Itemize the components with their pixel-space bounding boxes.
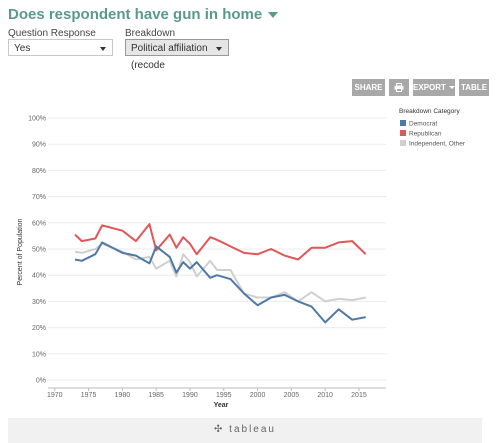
- x-tick-label: 1995: [216, 392, 232, 399]
- y-tick-label: 60%: [32, 220, 46, 227]
- export-button[interactable]: EXPORT: [413, 79, 455, 96]
- y-tick-label: 100%: [28, 116, 46, 123]
- chevron-down-icon: [448, 86, 455, 90]
- y-tick-label: 90%: [32, 142, 46, 149]
- question-response-value: Yes: [14, 43, 31, 54]
- line-chart[interactable]: 0%10%20%30%40%50%60%70%80%90%100% 1970 19…: [0, 0, 497, 415]
- page-title[interactable]: Does respondent have gun in home: [8, 6, 279, 23]
- x-axis: 1970 1975 1980 1985 1990 1995 2000 2005 2010 2015: [47, 388, 367, 399]
- legend-item[interactable]: Independent, Other: [400, 140, 466, 148]
- x-tick-label: 2010: [317, 392, 333, 399]
- tableau-brand-text: tableau: [229, 424, 276, 435]
- y-tick-label: 30%: [32, 299, 46, 306]
- x-tick-label: 1970: [47, 392, 63, 399]
- share-button[interactable]: SHARE: [352, 79, 385, 96]
- y-tick-label: 50%: [32, 247, 46, 254]
- x-tick-label: 1990: [182, 392, 198, 399]
- y-axis-label: Percent of Population: [17, 218, 24, 285]
- legend-swatch: [400, 140, 406, 146]
- series-line-independent-other[interactable]: [74, 242, 366, 303]
- x-tick-label: 2015: [351, 392, 367, 399]
- y-tick-label: 10%: [32, 351, 46, 358]
- legend-item[interactable]: Republican: [400, 130, 442, 138]
- chevron-down-icon: [216, 47, 222, 51]
- export-label: EXPORT: [413, 83, 446, 92]
- breakdown-label: Breakdown: [125, 28, 176, 39]
- x-tick-label: 2005: [284, 392, 300, 399]
- table-button[interactable]: TABLE: [459, 79, 489, 96]
- footer-bar: ✣ tableau: [8, 418, 482, 443]
- legend-title: Breakdown Category: [399, 108, 460, 115]
- legend-item[interactable]: Democrat: [400, 120, 437, 128]
- tableau-logo-icon: ✣: [214, 424, 225, 435]
- x-axis-label: Year: [214, 402, 229, 409]
- legend-label: Independent, Other: [409, 141, 466, 148]
- x-tick-label: 2000: [250, 392, 266, 399]
- question-response-select[interactable]: Yes: [8, 39, 113, 56]
- y-tick-label: 70%: [32, 194, 46, 201]
- legend-swatch: [400, 130, 406, 136]
- chevron-down-icon: [100, 47, 106, 51]
- x-tick-label: 1985: [148, 392, 164, 399]
- y-tick-label: 0%: [36, 378, 46, 385]
- caret-down-icon[interactable]: [268, 12, 279, 19]
- question-response-label: Question Response: [8, 28, 96, 39]
- series-line-democrat[interactable]: [74, 241, 366, 324]
- x-tick-label: 1980: [115, 392, 131, 399]
- y-tick-label: 40%: [32, 273, 46, 280]
- legend-label: Democrat: [409, 121, 437, 128]
- series-line-republican[interactable]: [74, 223, 367, 261]
- chart-legend[interactable]: Breakdown Category Democrat Republican Ind…: [399, 108, 466, 148]
- breakdown-value: Political affiliation (recode: [131, 43, 208, 71]
- y-tick-label: 20%: [32, 325, 46, 332]
- x-tick-label: 1975: [81, 392, 97, 399]
- y-tick-label: 80%: [32, 168, 46, 175]
- legend-swatch: [400, 120, 406, 126]
- breakdown-select[interactable]: Political affiliation (recode: [125, 39, 229, 71]
- tableau-logo[interactable]: ✣ tableau: [8, 424, 482, 435]
- legend-label: Republican: [409, 131, 442, 138]
- print-button[interactable]: [389, 79, 409, 96]
- y-axis: 0% 10% 20% 30% 40% 50% 60% 70% 80% 90% 100%: [28, 116, 46, 385]
- chart-series[interactable]: [74, 223, 367, 324]
- printer-icon: [394, 83, 404, 93]
- page-title-text: Does respondent have gun in home: [8, 6, 263, 23]
